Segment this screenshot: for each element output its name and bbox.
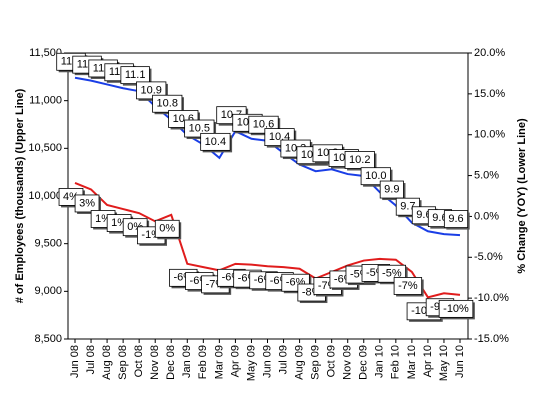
y2-tick-label: 15.0% <box>474 88 505 100</box>
x-tick-label: Dec 08 <box>165 345 177 380</box>
y2-tick-label: 0.0% <box>474 210 499 222</box>
label-box <box>136 81 167 100</box>
data-label: 10.9 <box>140 84 161 96</box>
x-tick-label: Aug 09 <box>293 345 305 380</box>
x-tick-label: May 09 <box>245 345 257 381</box>
x-tick-label: Apr 10 <box>422 345 434 377</box>
data-label: 10.0 <box>365 170 386 182</box>
x-tick-label: Jan 10 <box>374 345 386 378</box>
x-tick-label: Mar 09 <box>213 345 225 379</box>
y2-tick-label: -10.0% <box>474 292 509 304</box>
y-tick-label: 10,500 <box>28 142 62 154</box>
y2-tick-label: -15.0% <box>474 333 509 345</box>
label-box <box>154 219 180 238</box>
x-tick-label: Feb 10 <box>390 345 402 379</box>
x-tick-label: Nov 08 <box>149 345 161 380</box>
y-tick-label: 10,000 <box>28 190 62 202</box>
data-label: 11.1 <box>125 69 146 81</box>
y-tick-label: 11,500 <box>29 47 62 59</box>
data-label: 10.4 <box>205 136 226 148</box>
x-tick-label: Aug 08 <box>101 345 113 380</box>
label-box <box>74 194 100 213</box>
data-label: 10.2 <box>349 154 370 166</box>
x-tick-label: Jul 08 <box>85 345 97 374</box>
y2-tick-label: 10.0% <box>474 129 505 141</box>
x-tick-label: Mar 10 <box>406 345 418 379</box>
x-tick-label: Dec 09 <box>358 345 370 380</box>
data-label: 9.6 <box>432 212 447 224</box>
value-label: 9.9 <box>379 180 406 201</box>
x-tick-label: Jun 10 <box>454 345 466 378</box>
value-label: 9.6 <box>443 210 470 230</box>
series-line <box>74 181 461 299</box>
x-tick-label: Jan 09 <box>181 345 193 378</box>
data-label: -7% <box>398 280 418 292</box>
y-axis-title: # of Employees (thousands) (Upper Line) <box>14 88 26 303</box>
data-label: 9.9 <box>384 183 399 195</box>
value-label: -10% <box>438 299 475 320</box>
y-tick-label: 11,000 <box>29 95 62 107</box>
x-tick-label: Jun 08 <box>69 345 81 378</box>
data-label: 10.8 <box>157 98 178 110</box>
y2-tick-label: 5.0% <box>474 169 499 181</box>
value-label: 11.1 <box>120 66 152 86</box>
value-label: -7% <box>393 277 424 297</box>
data-label: 9.6 <box>448 213 463 225</box>
data-label: 10.6 <box>253 119 274 131</box>
data-label: -5% <box>382 268 402 280</box>
label-box <box>344 151 375 169</box>
label-box <box>393 277 423 295</box>
data-label: 9.7 <box>400 201 415 213</box>
data-label: 0% <box>159 223 175 235</box>
data-label: -10% <box>443 303 469 315</box>
label-box <box>200 132 231 151</box>
x-tick-label: Jul 09 <box>277 345 289 374</box>
label-box <box>152 94 183 113</box>
data-label: 9.6 <box>416 209 431 221</box>
value-label: 10.5 <box>184 119 217 140</box>
value-label: 3% <box>74 194 101 214</box>
data-label: 10.5 <box>189 122 210 134</box>
y2-axis-title: % Change (YOY) (Lower Line) <box>516 118 528 274</box>
label-box <box>438 299 474 318</box>
value-label: 10.8 <box>152 94 184 115</box>
y-tick-label: 9,000 <box>34 285 62 297</box>
x-tick-label: Oct 08 <box>133 345 145 377</box>
x-tick-label: Sep 09 <box>310 345 322 380</box>
value-label: 10.4 <box>200 132 233 153</box>
label-box <box>379 180 404 199</box>
x-tick-label: Oct 09 <box>326 345 338 377</box>
x-tick-label: Jun 09 <box>261 345 273 378</box>
x-tick-label: Sep 08 <box>117 345 129 380</box>
x-tick-label: Feb 09 <box>197 345 209 379</box>
value-label: 10.2 <box>344 151 377 171</box>
y-tick-label: 9,500 <box>34 238 62 250</box>
label-box <box>184 119 215 138</box>
y2-tick-label: -5.0% <box>474 251 503 263</box>
data-label: 3% <box>79 197 95 209</box>
x-tick-label: Apr 09 <box>229 345 241 377</box>
x-tick-label: Nov 09 <box>342 345 354 380</box>
y2-tick-label: 20.0% <box>474 47 505 59</box>
value-label: 0% <box>154 219 182 240</box>
label-box <box>120 66 150 85</box>
label-box <box>360 167 391 186</box>
y-tick-label: 8,500 <box>34 333 62 345</box>
x-tick-label: May 10 <box>438 345 450 381</box>
label-box <box>443 210 469 228</box>
